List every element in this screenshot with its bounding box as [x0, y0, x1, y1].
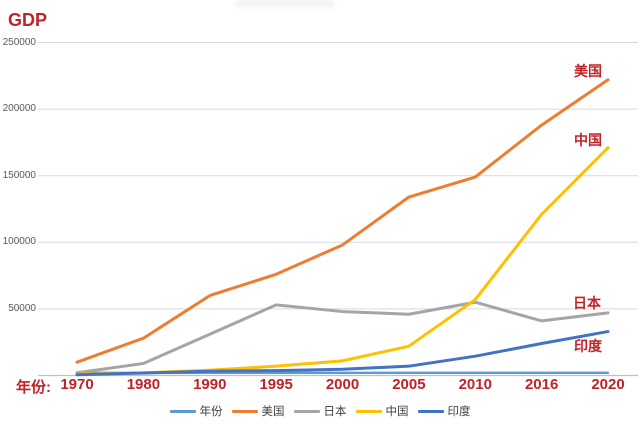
legend-swatch-japan [293, 409, 320, 413]
y-tick-label: 200000 [2, 103, 36, 115]
x-tick-label: 1970 [60, 376, 94, 393]
series-line-usa [75, 78, 610, 364]
legend-label: 印度 [447, 406, 471, 418]
x-tick-label: 1980 [126, 376, 161, 393]
x-tick-label: 2005 [392, 376, 426, 393]
x-tick-label: 1990 [193, 376, 227, 393]
x-tick-label: 1995 [259, 376, 293, 393]
legend-label: 中国 [385, 406, 409, 418]
series-line-china [75, 146, 610, 376]
legend-item-india: 印度 [417, 403, 471, 419]
series-label-japan: 日本 [573, 295, 601, 311]
chart-title: GDP [8, 10, 48, 30]
x-tick-label: 2020 [591, 376, 625, 393]
legend-label: 日本 [323, 406, 347, 418]
legend: 年份 美国 日本 中国 印度 [0, 403, 640, 419]
legend-label: 美国 [261, 406, 285, 418]
legend-label: 年份 [199, 406, 223, 418]
legend-swatch-india [417, 409, 444, 413]
y-tick-label: 50000 [8, 302, 36, 314]
y-tick-label: 150000 [2, 169, 36, 181]
legend-item-japan: 日本 [293, 403, 347, 419]
series-line-japan [75, 300, 610, 375]
legend-swatch-china [355, 409, 382, 413]
cropped-top-artifact [235, 0, 335, 7]
y-tick-label: 250000 [2, 36, 36, 48]
x-tick-label: 2000 [325, 376, 360, 393]
series-label-india: 印度 [574, 338, 602, 354]
legend-item-china: 中国 [355, 403, 409, 419]
series-label-china: 中国 [574, 132, 602, 148]
series-line-india [75, 330, 610, 377]
legend-item-usa: 美国 [231, 403, 285, 419]
y-tick-label: 100000 [2, 236, 36, 248]
legend-swatch-usa [231, 409, 258, 413]
x-axis-prefix-label: 年份: [16, 379, 51, 396]
series-label-usa: 美国 [574, 63, 602, 79]
x-tick-label: 2010 [458, 376, 492, 393]
legend-item-years: 年份 [169, 403, 223, 419]
legend-swatch-years [169, 409, 196, 413]
x-tick-label: 2016 [524, 376, 559, 393]
